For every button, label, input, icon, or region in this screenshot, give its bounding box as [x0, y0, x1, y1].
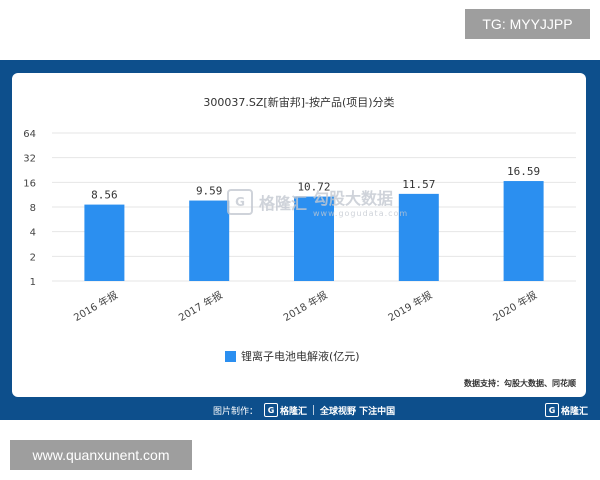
y-tick-label: 4 — [30, 228, 36, 239]
footer-credit: 图片制作： G 格隆汇 全球视野 下注中国 — [213, 401, 395, 419]
footer-logo: G 格隆汇 — [264, 403, 307, 417]
chart-title: 300037.SZ[新宙邦]-按产品(项目)分类 — [203, 95, 394, 109]
bar — [398, 193, 439, 281]
footer-right-logo-icon: G — [544, 403, 559, 417]
data-label: 9.59 — [196, 185, 223, 198]
bar — [503, 181, 544, 281]
bar — [189, 200, 230, 281]
footer-right-brand: 格隆汇 — [560, 406, 588, 417]
footer: 图片制作： G 格隆汇 全球视野 下注中国 G 格隆汇 — [0, 401, 600, 419]
tg-tag: TG: MYYJJPP — [465, 9, 590, 39]
y-tick-label: 64 — [23, 129, 36, 140]
data-label: 11.57 — [402, 178, 435, 191]
footer-credit-label: 图片制作： — [213, 406, 259, 417]
x-tick-label: 2016 年报 — [71, 288, 120, 324]
x-tick-label: 2018 年报 — [281, 288, 330, 324]
y-tick-label: 8 — [30, 203, 36, 214]
footer-slogan: 全球视野 下注中国 — [320, 406, 396, 417]
bar — [294, 196, 334, 281]
footer-logo-icon: G — [264, 403, 279, 417]
x-tick-label: 2017 年报 — [176, 288, 225, 324]
footer-brand: 格隆汇 — [280, 406, 308, 417]
x-tick-label: 2020 年报 — [490, 288, 539, 324]
y-tick-label: 32 — [23, 154, 36, 165]
y-tick-label: 16 — [23, 178, 36, 189]
data-label: 16.59 — [507, 165, 540, 178]
bar — [84, 204, 125, 281]
data-label: 8.56 — [91, 189, 118, 202]
data-label: 10.72 — [297, 181, 330, 194]
footer-right-logo: G 格隆汇 — [544, 401, 588, 419]
footer-divider — [313, 405, 315, 415]
y-tick-label: 2 — [30, 252, 36, 263]
chart-card: 300037.SZ[新宙邦]-按产品(项目)分类 1 2 4 8 16 32 64 8.56… — [12, 73, 586, 397]
source-note: 数据支持：勾股大数据、同花顺 — [464, 378, 576, 388]
y-tick-label: 1 — [30, 277, 36, 288]
bar-chart: 300037.SZ[新宙邦]-按产品(项目)分类 1 2 4 8 16 32 64 8.56… — [23, 95, 576, 388]
x-tick-label: 2019 年报 — [386, 288, 435, 324]
site-tag: www.quanxunent.com — [10, 440, 192, 470]
legend-label: 锂离子电池电解液(亿元) — [241, 349, 360, 363]
legend-swatch — [225, 351, 236, 362]
chart-frame: 300037.SZ[新宙邦]-按产品(项目)分类 1 2 4 8 16 32 64 8.56… — [0, 60, 600, 420]
